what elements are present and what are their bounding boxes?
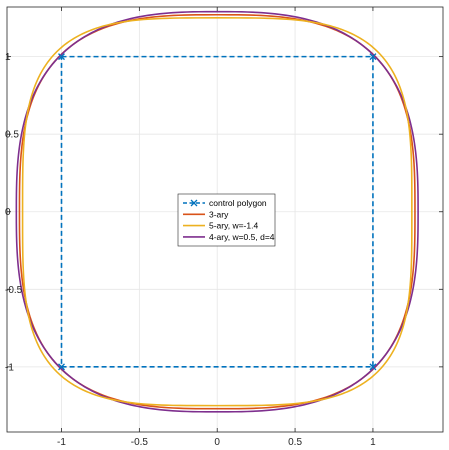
legend-label: control polygon <box>209 198 267 208</box>
legend-label: 4-ary, w=0.5, d=4 <box>209 232 275 242</box>
y-tick-label: 0.5 <box>5 130 19 141</box>
y-tick-label: -0.5 <box>5 285 23 296</box>
legend-entry-4-ary-w-0-5-d-4: 4-ary, w=0.5, d=4 <box>183 232 275 242</box>
series-control-polygon-marker <box>58 363 65 371</box>
x-tick-label: 0.5 <box>288 437 302 448</box>
series-control-polygon-line <box>60 55 374 368</box>
plot-area-border <box>6 6 444 433</box>
y-tick-label: 1 <box>5 52 11 63</box>
series-5-ary-w-1-4-line <box>21 17 413 407</box>
legend-entry-3-ary: 3-ary <box>183 209 229 219</box>
x-tick-label: -0.5 <box>131 437 149 448</box>
legend-label: 3-ary <box>209 209 229 219</box>
series-4-ary-w-0-5-d-4-line <box>15 10 419 413</box>
x-tick-label: 1 <box>370 437 376 448</box>
x-tick-label: -1 <box>57 437 66 448</box>
legend-entry-control-polygon: control polygon <box>183 198 267 208</box>
legend-label: 5-ary, w=-1.4 <box>209 221 258 231</box>
series-control-polygon-marker <box>58 53 65 61</box>
series-control-polygon-marker <box>369 53 377 61</box>
legend-marker <box>190 199 198 207</box>
series-layer <box>15 10 419 413</box>
x-tick-label: 0 <box>214 437 220 448</box>
tick-labels: -1 -0.5 0 0.5 1 -1 -0.5 0 0.5 1 <box>5 52 376 448</box>
y-tick-label: 0 <box>5 207 11 218</box>
tick-marks <box>7 7 443 432</box>
series-control-polygon-marker <box>369 363 377 371</box>
legend-entry-5-ary-w-1-4: 5-ary, w=-1.4 <box>183 221 258 231</box>
y-tick-label: -1 <box>5 362 14 373</box>
